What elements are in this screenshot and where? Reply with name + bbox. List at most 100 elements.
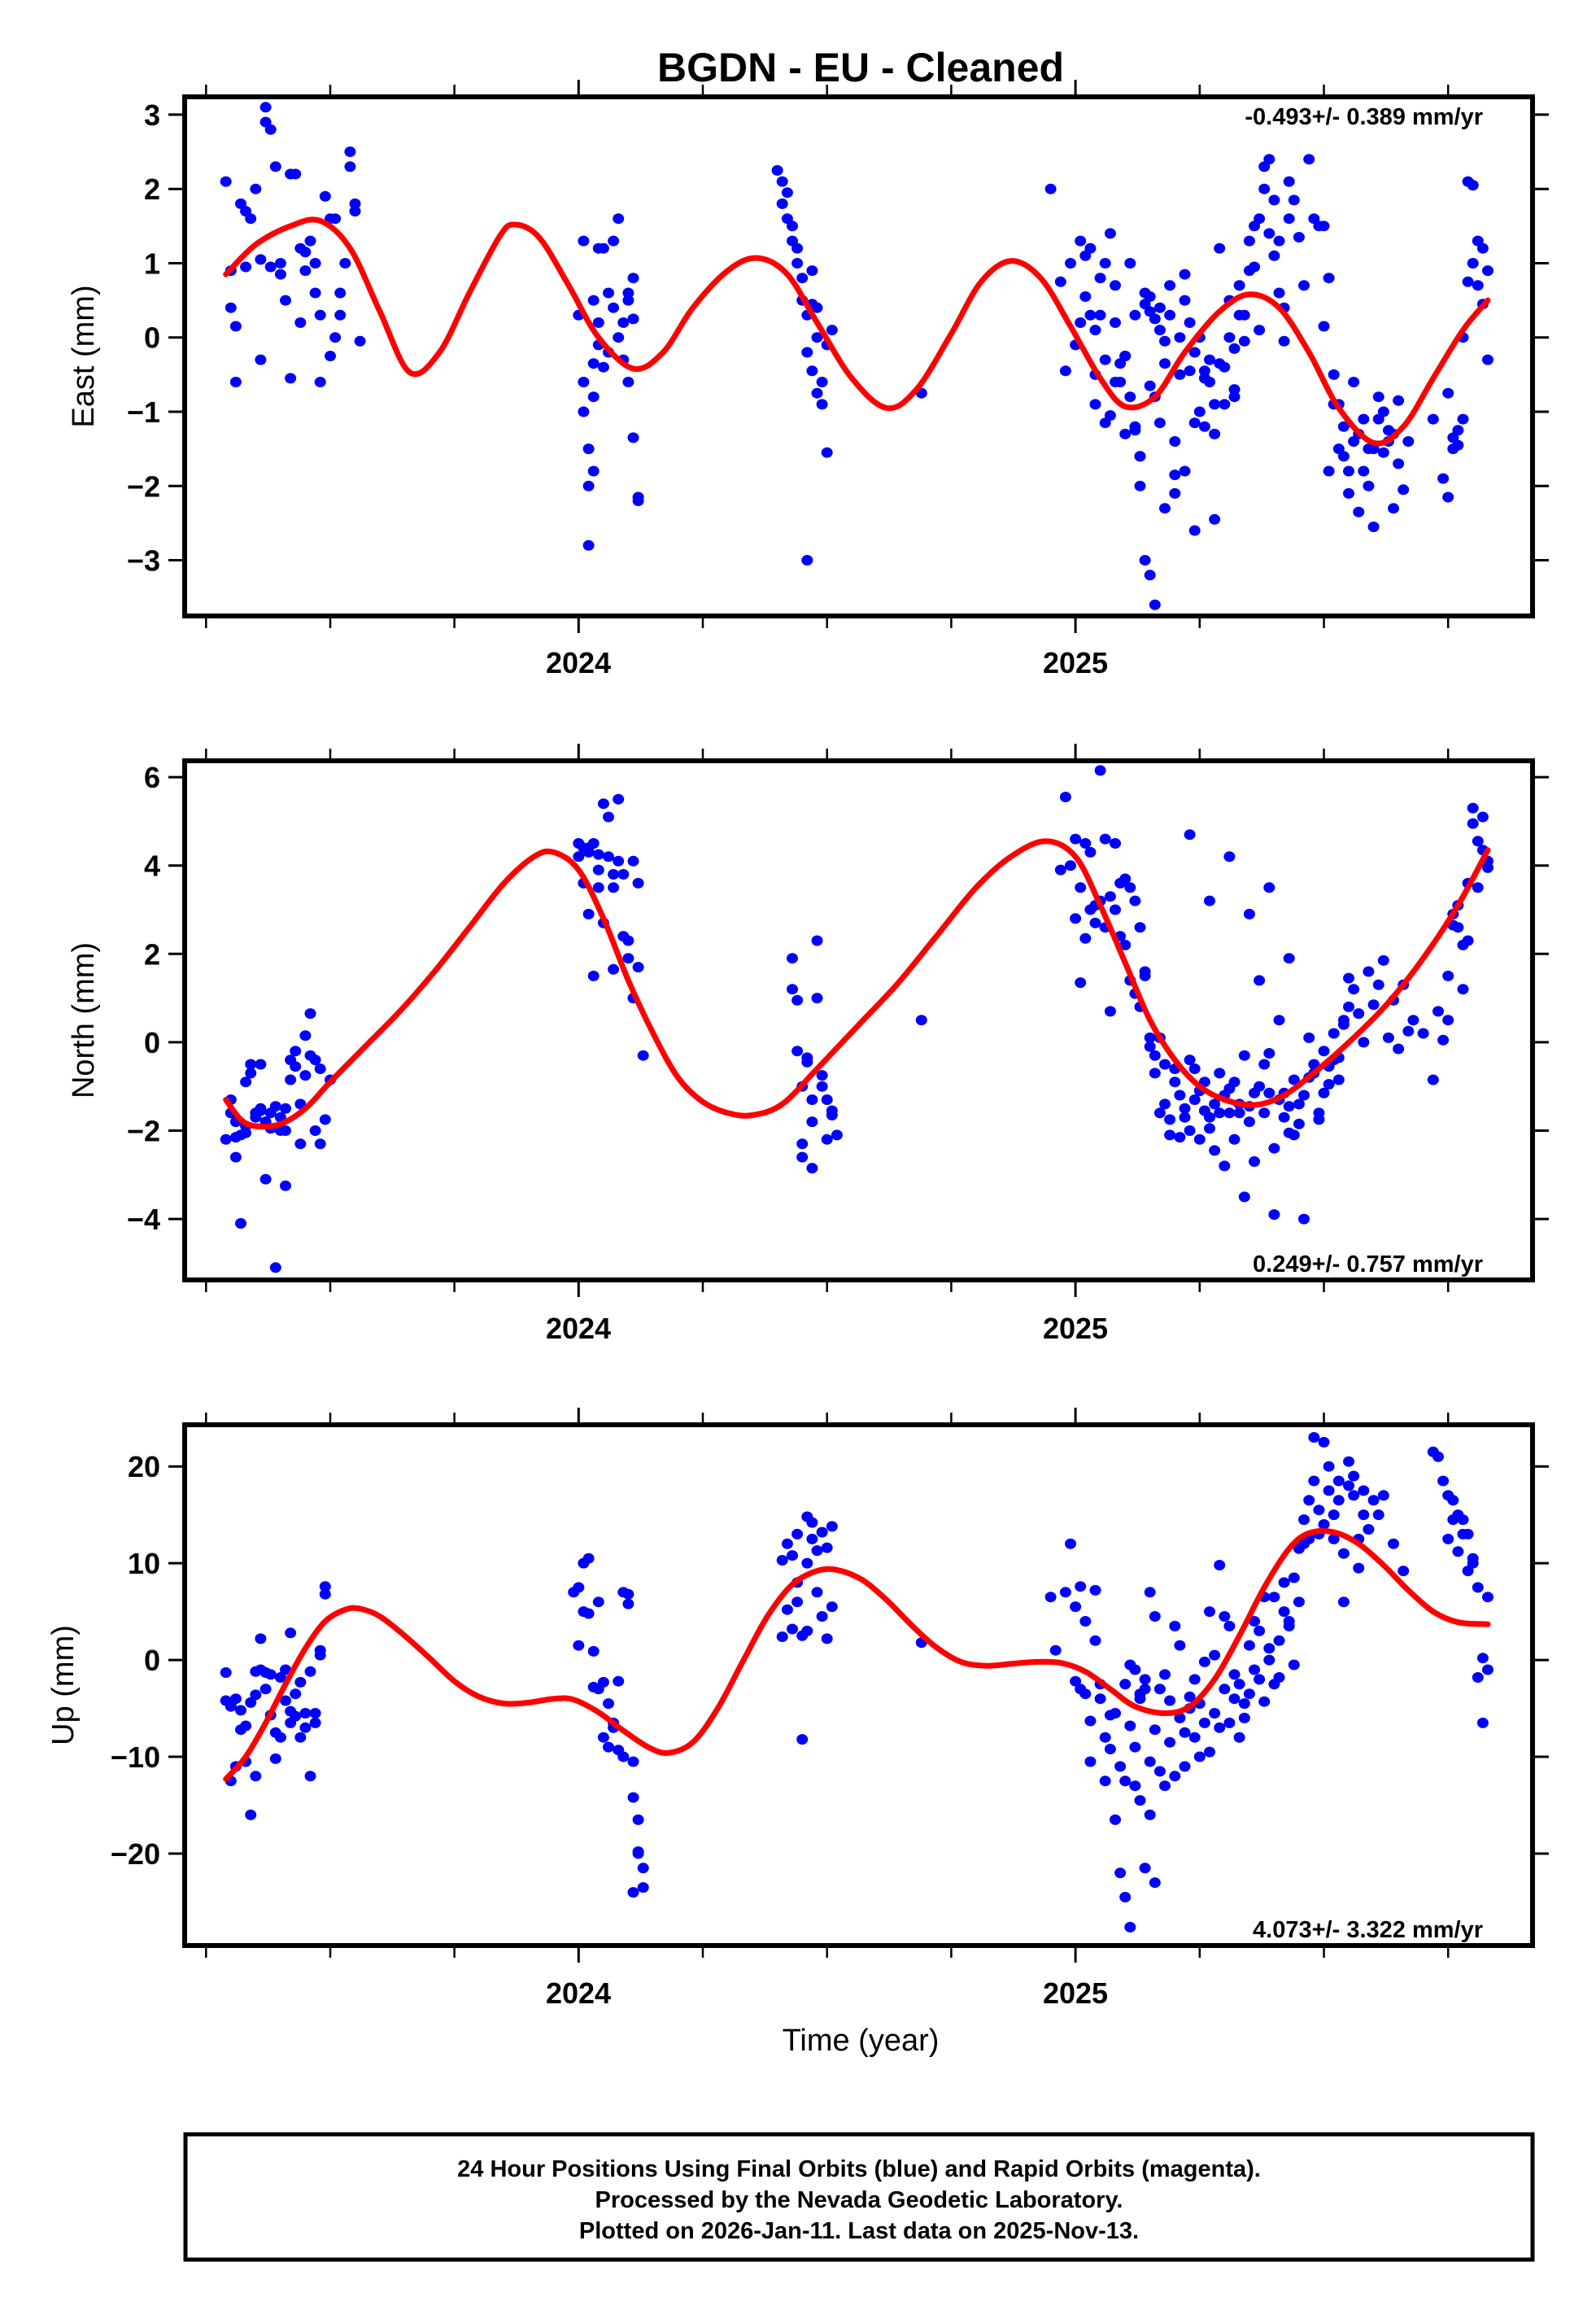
east-x-tick-label-2025: 2025 <box>1043 646 1108 679</box>
up-data-point <box>1432 1451 1444 1462</box>
north-data-point <box>796 1138 809 1150</box>
up-data-point <box>1223 1620 1236 1631</box>
east-data-point <box>1343 465 1354 477</box>
up-data-point <box>1482 1664 1494 1675</box>
east-data-point <box>1124 258 1136 269</box>
north-data-point <box>1303 1032 1315 1043</box>
up-data-point <box>1159 1780 1171 1792</box>
east-y-tick-label: 0 <box>144 321 160 355</box>
east-data-point <box>587 465 600 477</box>
north-data-point <box>269 1101 281 1112</box>
north-data-point <box>1214 1068 1226 1079</box>
up-data-point <box>304 1666 316 1677</box>
north-data-point <box>1134 922 1146 933</box>
up-data-point <box>1089 1584 1101 1596</box>
up-data-point <box>1318 1519 1330 1530</box>
up-data-point <box>622 1588 634 1600</box>
east-data-point <box>617 317 630 328</box>
up-data-point <box>1467 1557 1479 1569</box>
up-data-point <box>632 1846 644 1858</box>
north-data-point <box>613 855 625 867</box>
east-data-point <box>1159 358 1171 369</box>
east-data-point <box>787 221 798 232</box>
north-data-point <box>240 1127 252 1138</box>
north-data-point <box>1467 818 1479 829</box>
up-data-point <box>627 1887 639 1898</box>
up-data-point <box>285 1627 297 1639</box>
north-data-point <box>1278 1112 1290 1123</box>
east-data-point <box>1164 309 1176 321</box>
north-data-point <box>627 855 639 867</box>
north-data-point <box>806 1116 818 1128</box>
east-panel: −3 −2 −1 0 1 2 3 East (mm) -0.493+/- 0.389 mm/… <box>67 80 1549 679</box>
east-data-point <box>349 206 361 217</box>
east-data-point <box>1198 365 1210 377</box>
east-data-point <box>806 265 818 277</box>
east-data-point <box>1337 421 1350 432</box>
north-data-point <box>1238 1191 1250 1203</box>
up-data-point <box>1353 1562 1365 1574</box>
up-data-point <box>787 1623 798 1635</box>
north-data-point <box>1263 1087 1275 1098</box>
east-data-point <box>1219 399 1231 410</box>
footer-frame <box>183 2132 1535 2262</box>
north-data-point <box>245 1059 257 1070</box>
east-data-point <box>1467 258 1479 269</box>
north-data-point <box>294 1138 307 1150</box>
up-data-point <box>1110 1708 1121 1719</box>
up-data-point <box>1198 1656 1210 1667</box>
up-data-point <box>781 1538 793 1549</box>
up-data-point <box>280 1664 291 1675</box>
chart-title: BGDN - EU - Cleaned <box>657 45 1064 90</box>
north-data-point <box>796 1151 809 1163</box>
north-data-point <box>314 1063 326 1074</box>
east-data-point <box>1337 451 1350 462</box>
up-data-point <box>309 1708 321 1719</box>
up-data-point <box>1332 1495 1345 1506</box>
east-data-point <box>1377 406 1389 417</box>
north-data-point <box>1204 1123 1215 1134</box>
north-y-tick-label: −2 <box>127 1115 160 1148</box>
east-data-point <box>1099 354 1111 365</box>
up-data-point <box>613 1675 625 1687</box>
north-data-point <box>1070 913 1082 924</box>
up-data-point <box>1079 1688 1092 1700</box>
north-data-point <box>280 1125 291 1136</box>
north-data-point <box>1348 984 1360 995</box>
east-data-point <box>1184 365 1196 377</box>
up-data-point <box>225 1698 237 1710</box>
east-data-point <box>1179 465 1191 477</box>
up-data-point <box>1367 1495 1380 1506</box>
east-data-point <box>1263 228 1275 239</box>
east-data-point <box>1214 242 1226 254</box>
up-data-point <box>1188 1674 1201 1685</box>
up-data-point <box>1363 1524 1375 1535</box>
east-data-point <box>801 347 813 358</box>
north-data-point <box>1258 1059 1271 1070</box>
east-data-point <box>1298 280 1310 291</box>
east-y-tick-label: −2 <box>127 469 160 503</box>
north-data-point <box>573 851 585 863</box>
north-data-point <box>1124 882 1136 893</box>
north-data-point <box>220 1133 232 1145</box>
north-data-point <box>1268 1142 1280 1154</box>
up-data-point <box>1308 1432 1320 1443</box>
up-data-point <box>637 1882 649 1893</box>
footer-box: 24 Hour Positions Using Final Orbits (bl… <box>183 2132 1535 2262</box>
east-data-point <box>1268 194 1280 206</box>
up-data-point <box>1159 1669 1171 1680</box>
east-data-point <box>354 335 366 347</box>
north-data-point <box>1358 1037 1370 1048</box>
up-axes: −20 −10 0 10 20 <box>111 1408 1549 1963</box>
up-data-point <box>1348 1490 1360 1501</box>
north-data-point <box>1472 836 1484 847</box>
north-data-point <box>1288 1074 1300 1085</box>
east-data-point <box>309 287 321 299</box>
up-data-point <box>1476 1653 1489 1664</box>
north-data-point <box>1437 1034 1450 1046</box>
north-data-point <box>1179 1112 1191 1123</box>
up-data-point <box>801 1557 813 1569</box>
north-data-point <box>613 793 625 805</box>
up-data-point <box>1358 1509 1370 1521</box>
up-data-point <box>1198 1717 1210 1728</box>
